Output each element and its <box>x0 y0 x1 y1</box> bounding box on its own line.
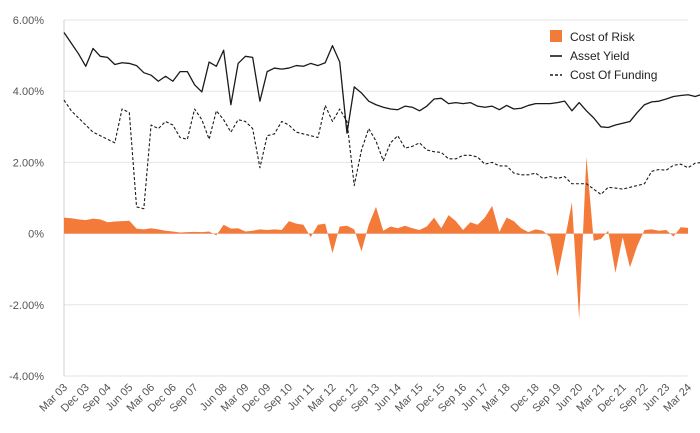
y-tick-label: -4.00% <box>9 371 44 383</box>
y-tick-label: -2.00% <box>9 300 44 312</box>
y-axis-ticks: 6.00% 4.00% 2.00% 0% -2.00% -4.00% <box>9 15 44 383</box>
y-tick-label: 0% <box>28 229 44 241</box>
cost-of-risk-area <box>64 157 688 320</box>
legend-label-asset-yield: Asset Yield <box>570 49 629 63</box>
y-tick-label: 4.00% <box>13 86 44 98</box>
cost-of-funding-line <box>63 99 700 210</box>
asset-yield-line <box>63 32 700 134</box>
legend: Cost of Risk Asset Yield Cost Of Funding <box>550 30 657 82</box>
cost-of-risk-area-layer <box>64 157 688 320</box>
y-tick-label: 6.00% <box>13 15 44 27</box>
legend-label-cost-of-funding: Cost Of Funding <box>570 68 657 82</box>
line-series-layer <box>63 32 700 210</box>
legend-swatch-cost-of-risk <box>550 30 562 42</box>
legend-label-cost-of-risk: Cost of Risk <box>570 30 636 44</box>
y-tick-label: 2.00% <box>13 157 44 169</box>
